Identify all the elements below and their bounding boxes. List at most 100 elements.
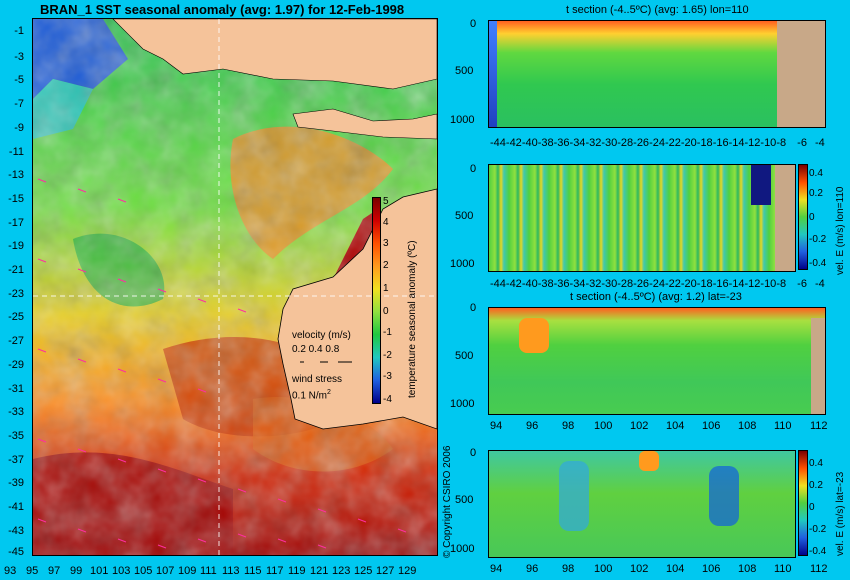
lat-tick: -33: [8, 406, 24, 418]
panel4-cbtick: 0: [809, 502, 815, 513]
wind-stress-scale: 0.1 N/m2: [292, 389, 331, 402]
panel3-xticks: 94 96 98 100 102 104 106 108 110 112: [490, 420, 828, 432]
lat-tick: -43: [8, 525, 24, 537]
colorbar-tick: -1: [383, 327, 392, 338]
lon-tick: 123: [332, 565, 351, 577]
panel4-ytick: 500: [455, 494, 474, 506]
lat-tick: -27: [8, 335, 24, 347]
lat-tick: -45: [8, 546, 24, 558]
lon-tick: 101: [90, 565, 109, 577]
lon-tick: 127: [376, 565, 395, 577]
lat-tick: -37: [8, 454, 24, 466]
map-field-svg: [33, 19, 437, 555]
lon-tick: 95: [26, 565, 39, 577]
panel4-xticks: 94 96 98 100 102 104 106 108 110 112: [490, 563, 828, 575]
lat-tick: -9: [14, 122, 24, 134]
copyright-text: © Copyright CSIRO 2006: [442, 445, 453, 558]
lat-tick: -1: [14, 25, 24, 37]
panel3-ytick: 0: [470, 302, 477, 314]
lat-tick: -41: [8, 501, 24, 513]
lon-tick: 119: [288, 565, 306, 577]
lon-tick: 99: [70, 565, 83, 577]
panel2-colorbar: [798, 164, 808, 270]
lon-tick: 125: [354, 565, 373, 577]
panel2-cbtick: 0.4: [809, 168, 823, 179]
lat-tick: -15: [8, 193, 24, 205]
lon-tick: 115: [244, 565, 262, 577]
panel4-cbtick: -0.2: [809, 524, 827, 535]
panel3-title: t section (-4..5ºC) (avg: 1.2) lat=-23: [570, 291, 742, 303]
panel1-ytick: 0: [470, 18, 477, 30]
panel2-xticks: -44-42-40-38-36-34-32-30-28-26-24-22-20-…: [490, 278, 825, 290]
colorbar-tick: 0: [383, 306, 389, 317]
lon-tick: 121: [310, 565, 329, 577]
panel1-title: t section (-4..5ºC) (avg: 1.65) lon=110: [566, 4, 749, 16]
sst-colorbar: [372, 197, 381, 404]
panel1-ytick: 1000: [450, 114, 475, 126]
colorbar-tick: 2: [383, 260, 389, 271]
panel3-ytick: 1000: [450, 398, 475, 410]
lat-tick: -31: [8, 383, 24, 395]
velocity-label: velocity (m/s): [292, 330, 351, 341]
colorbar-tick: 1: [383, 283, 389, 294]
lat-tick: -3: [14, 51, 24, 63]
colorbar-tick: -2: [383, 350, 392, 361]
panel4-cbtick: -0.4: [809, 546, 827, 557]
velocity-scale: 0.2 0.4 0.8: [292, 344, 340, 355]
map-lon-axis: 93 95 97 99 101 103 105 107 109 111 113 …: [0, 565, 445, 580]
panel1-xticks: -44-42-40-38-36-34-32-30-28-26-24-22-20-…: [490, 137, 825, 149]
lon-tick: 105: [134, 565, 153, 577]
lat-tick: -23: [8, 288, 24, 300]
panel2-cbtick: -0.4: [809, 258, 827, 269]
colorbar-tick: -4: [383, 394, 392, 405]
panel1-section[interactable]: [488, 20, 826, 128]
lat-tick: -21: [8, 264, 24, 276]
sst-anomaly-map[interactable]: [32, 18, 438, 556]
lat-tick: -29: [8, 359, 24, 371]
lon-tick: 109: [178, 565, 197, 577]
lon-tick: 117: [266, 565, 284, 577]
lon-tick: 113: [222, 565, 240, 577]
panel3-ytick: 500: [455, 350, 474, 362]
colorbar-tick: -3: [383, 371, 392, 382]
lat-tick: -17: [8, 217, 24, 229]
panel2-ytick: 1000: [450, 258, 475, 270]
lon-tick: 107: [156, 565, 175, 577]
panel2-cbtick: 0.2: [809, 188, 823, 199]
sst-colorbar-label: temperature seasonal anomaly (ºC): [407, 240, 418, 398]
wind-stress-label: wind stress: [292, 374, 343, 385]
panel2-section[interactable]: [488, 164, 796, 272]
panel1-ytick: 500: [455, 65, 474, 77]
lon-tick: 97: [48, 565, 61, 577]
panel3-section[interactable]: [488, 307, 826, 415]
lon-tick: 129: [398, 565, 417, 577]
lon-tick: 93: [4, 565, 17, 577]
velocity-arrows: [300, 361, 352, 363]
panel4-ytick: 0: [470, 447, 477, 459]
panel2-ytick: 0: [470, 163, 477, 175]
colorbar-tick: 3: [383, 238, 389, 249]
panel4-colorbar: [798, 450, 808, 556]
panel4-cb-label: vel. E (m/s) lat=-23: [835, 471, 846, 556]
colorbar-tick: 5: [383, 196, 389, 207]
panel2-cbtick: 0: [809, 212, 815, 223]
panel2-cbtick: -0.2: [809, 234, 827, 245]
panel4-cbtick: 0.4: [809, 458, 823, 469]
lat-tick: -35: [8, 430, 24, 442]
colorbar-tick: 4: [383, 217, 389, 228]
lon-tick: 103: [112, 565, 131, 577]
lat-tick: -11: [8, 146, 24, 158]
panel4-section[interactable]: [488, 450, 796, 558]
panel4-cbtick: 0.2: [809, 480, 823, 491]
velocity-legend: velocity (m/s) 0.2 0.4 0.8 wind stress 0…: [292, 330, 372, 401]
lon-tick: 111: [200, 565, 217, 577]
lat-tick: -25: [8, 311, 24, 323]
lat-tick: -5: [14, 74, 24, 86]
lat-tick: -13: [8, 169, 24, 181]
lat-tick: -7: [14, 98, 24, 110]
map-title: BRAN_1 SST seasonal anomaly (avg: 1.97) …: [40, 2, 405, 17]
lat-tick: -39: [8, 477, 24, 489]
panel2-cb-label: vel. E (m/s) lon=110: [835, 186, 846, 275]
panel2-ytick: 500: [455, 210, 474, 222]
panel4-ytick: 1000: [450, 543, 475, 555]
